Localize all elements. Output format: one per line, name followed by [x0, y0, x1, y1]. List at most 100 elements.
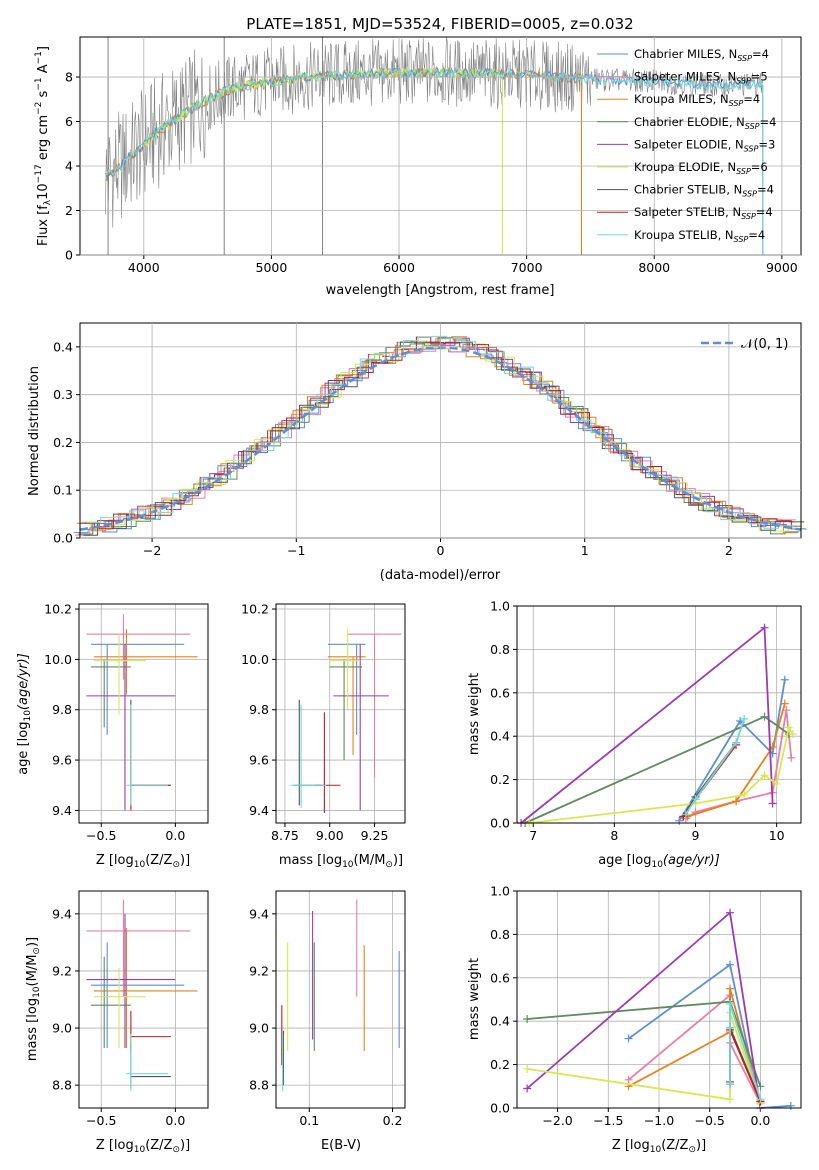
residual-histogram [86, 335, 808, 530]
mass-weight-marker [523, 1084, 532, 1093]
y-tick-label: 0.6 [490, 685, 510, 700]
x-tick-label: −1 [287, 543, 305, 558]
x-tick-label: 7 [529, 828, 537, 843]
weight-z-x-label: Z [log10(Z/Z⊙)] [612, 1138, 706, 1155]
x-tick-label: −1.0 [644, 1113, 674, 1128]
y-tick-label: 1.0 [490, 884, 510, 899]
mass-vs-metallicity-panel: −0.5 0.0 8.8 9.0 9.2 9.4 Z [log10(Z/Z⊙)] mass… [25, 890, 209, 1155]
normal-legend-label: 𝒩(0, 1) [741, 337, 788, 352]
spectrum-panel: 4000 5000 6000 7000 8000 9000 0 2 4 6 8 Chabrier M… [34, 36, 802, 298]
model-spectrum [104, 66, 764, 255]
x-tick-label: 9.25 [361, 828, 389, 843]
mass-weight-marker [768, 799, 777, 808]
x-tick-label: −0.5 [695, 1113, 725, 1128]
legend-entry: Salpeter MILES, NSSP=5 [634, 70, 768, 86]
y-tick-label: 9.6 [249, 753, 269, 768]
mass-weight-series [729, 1003, 762, 1100]
mass-weight-marker [787, 753, 796, 762]
spectrum-x-label: wavelength [Angstrom, rest frame] [326, 283, 555, 298]
y-tick-label: 9.4 [249, 906, 269, 921]
mass-weight-marker [681, 810, 690, 819]
mass-weight-marker [740, 790, 749, 799]
y-tick-label: 9.4 [249, 803, 269, 818]
mass-weight-marker [780, 675, 789, 684]
y-tick-label: 9.4 [52, 906, 72, 921]
y-tick-label: 0.8 [490, 927, 510, 942]
y-tick-label: 0.6 [490, 970, 510, 985]
mass-weight-marker [726, 1023, 734, 1032]
legend-entry: Kroupa ELODIE, NSSP=6 [634, 160, 768, 176]
y-tick-label: 8.8 [249, 1078, 269, 1093]
x-tick-label: 8000 [638, 260, 670, 275]
y-tick-label: 10.0 [241, 652, 269, 667]
y-tick-label: 0.2 [490, 1057, 510, 1072]
x-tick-label: 9.00 [316, 828, 344, 843]
y-tick-label: 6 [65, 114, 73, 129]
mass-weight-marker [780, 699, 789, 708]
legend-entry: Salpeter ELODIE, NSSP=3 [634, 137, 775, 153]
mass-weight-marker [732, 797, 741, 806]
mass-weight-marker [760, 623, 769, 632]
mass-weight-marker [756, 1095, 765, 1104]
y-tick-label: 0.4 [490, 1014, 510, 1029]
mass-weight-marker [523, 1064, 532, 1073]
x-tick-label: 4000 [128, 260, 160, 275]
x-tick-label: 0.0 [165, 1113, 185, 1128]
y-tick-label: 10.0 [44, 652, 72, 667]
residual-panel: −2 −1 0 1 2 0.0 0.1 0.2 0.3 0.4 𝒩(0, 1) (data-mod… [27, 322, 808, 583]
mass-weight-marker [523, 1015, 532, 1024]
weight-age-y-label: mass weight [467, 673, 482, 755]
age-vs-mass-panel: 8.75 9.00 9.25 9.4 9.6 9.8 10.0 10.2 mass [log1… [241, 602, 406, 870]
x-tick-label: 2 [725, 543, 733, 558]
legend-entry: Chabrier ELODIE, NSSP=4 [634, 115, 776, 131]
mass-weight-marker [740, 714, 749, 723]
y-tick-label: 0.2 [53, 435, 73, 450]
y-tick-label: 2 [65, 203, 73, 218]
age-y-label: age [log10(age/yr)] [16, 653, 33, 775]
legend-entry: Kroupa STELIB, NSSP=4 [634, 228, 765, 244]
weight-vs-age-panel: 7 8 9 10 0.0 0.2 0.4 0.6 0.8 1.0 age [log10(age/y… [467, 599, 802, 870]
y-tick-label: 0.0 [490, 816, 510, 831]
y-tick-label: 9.2 [52, 963, 72, 978]
y-tick-label: 9.0 [249, 1021, 269, 1036]
y-tick-label: 0.2 [490, 772, 510, 787]
mass-weight-marker [726, 960, 734, 969]
y-tick-label: 0.4 [53, 339, 73, 354]
mass-weight-marker [726, 908, 734, 917]
observed-spectrum [105, 37, 763, 228]
y-tick-label: 9.0 [52, 1021, 72, 1036]
residual-ticks: −2 −1 0 1 2 0.0 0.1 0.2 0.3 0.4 [53, 323, 801, 558]
legend-entry: Kroupa MILES, NSSP=4 [634, 92, 760, 108]
mass-weight-series [678, 679, 786, 822]
y-tick-label: 10.2 [241, 602, 269, 617]
mass-weight-marker [726, 1095, 734, 1104]
x-tick-label: −0.5 [86, 1113, 116, 1128]
mass-weight-marker [732, 738, 741, 747]
mass-weight-marker [760, 771, 769, 780]
y-tick-label: 1.0 [490, 599, 510, 614]
age-z-x-label: Z [log10(Z/Z⊙)] [96, 853, 190, 870]
spectrum-clipped-group [104, 37, 764, 255]
y-tick-label: 9.8 [52, 702, 72, 717]
mass-z-x-label: Z [log10(Z/Z⊙)] [96, 1138, 190, 1155]
y-tick-label: 0.0 [490, 1101, 510, 1116]
mass-weight-marker [691, 795, 700, 804]
weight-vs-metallicity-panel: −2.0 −1.5 −1.0 −0.5 0.0 0.0 0.2 0.4 0.6 0.8 1.0 Z … [467, 884, 802, 1155]
y-tick-label: 0.4 [490, 729, 510, 744]
mass-weight-marker [772, 779, 781, 788]
ebv-x-label: E(B-V) [321, 1138, 361, 1153]
y-tick-label: 0 [65, 248, 73, 263]
mass-weight-marker [788, 730, 797, 739]
x-tick-label: 0 [437, 543, 445, 558]
mass-weight-marker [726, 999, 734, 1008]
spectrum-y-label: Flux [fλ10−17 erg cm−2 s−1 A−1] [34, 46, 53, 246]
mass-weight-series [628, 963, 791, 1109]
x-tick-label: 9 [692, 828, 700, 843]
mass-vs-ebv-panel: 0.1 0.2 8.8 9.0 9.2 9.4 E(B-V) [249, 890, 406, 1153]
y-tick-label: 0.8 [490, 642, 510, 657]
mass-weight-marker [726, 1080, 734, 1089]
y-tick-label: 9.2 [249, 963, 269, 978]
x-tick-label: 0.1 [299, 1113, 319, 1128]
x-tick-label: 9000 [766, 260, 798, 275]
